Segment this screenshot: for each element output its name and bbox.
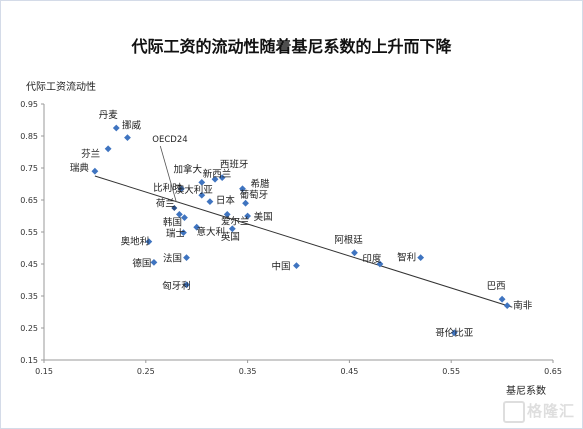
watermark-text: 格隆汇 <box>527 402 576 420</box>
data-point-label: 奥地利 <box>121 236 150 248</box>
data-point-label: 希腊 <box>251 178 271 190</box>
data-point-marker <box>183 254 190 261</box>
chart-title: 代际工资的流动性随着基尼系数的上升而下降 <box>131 37 452 56</box>
data-point-label: 哥伦比亚 <box>435 327 474 339</box>
data-point-marker <box>91 167 99 175</box>
data-point-label: 爱尔兰 <box>221 215 250 227</box>
data-point-marker <box>239 185 246 193</box>
trendline-layer <box>94 175 513 308</box>
data-point-label: 西班牙 <box>220 159 249 171</box>
data-point-label: 印度 <box>362 253 382 265</box>
y-tick-label: 0.35 <box>20 292 38 301</box>
data-point-label: 中国 <box>271 261 290 273</box>
y-tick-label: 0.55 <box>20 228 38 237</box>
y-tick-label: 0.15 <box>20 356 38 365</box>
data-point-label: 挪威 <box>122 120 142 132</box>
x-axis-label: 基尼系数 <box>506 386 546 397</box>
x-tick-label: 0.25 <box>137 367 155 376</box>
x-tick-label: 0.45 <box>340 367 358 376</box>
data-point-marker <box>104 145 112 153</box>
callout-label: OECD24 <box>152 135 187 145</box>
data-point-label: 芬兰 <box>81 148 100 160</box>
callout-line <box>159 145 177 203</box>
data-point-marker <box>175 211 183 218</box>
data-point-marker <box>183 281 190 289</box>
data-point-marker <box>198 179 206 186</box>
data-point-marker <box>242 199 249 207</box>
data-point-label: 加拿大 <box>174 163 203 175</box>
data-point-label: 韩国 <box>163 217 182 229</box>
data-point-marker <box>150 259 158 266</box>
data-point-marker <box>293 262 300 269</box>
oecd24-marker <box>171 205 178 211</box>
data-point-label: 德国 <box>132 257 151 269</box>
data-point-label: 阿根廷 <box>334 234 363 246</box>
data-point-label: 巴西 <box>487 281 506 292</box>
axes: 0.95 0.85 0.75 0.65 0.55 0.45 0.35 0.25 0.15 0.15… <box>20 100 562 376</box>
points-layer <box>91 124 511 337</box>
x-tick-label: 0.55 <box>442 367 460 376</box>
x-tick-label: 0.65 <box>544 367 562 376</box>
data-point-label: 南非 <box>513 300 533 312</box>
y-tick-label: 0.25 <box>20 324 38 333</box>
data-point-marker <box>178 185 185 193</box>
data-point-marker <box>181 214 188 221</box>
data-point-marker <box>503 302 511 309</box>
data-point-marker <box>450 329 458 337</box>
trend-line <box>94 175 513 308</box>
y-tick-label: 0.65 <box>20 196 38 205</box>
data-point-marker <box>198 191 206 199</box>
data-point-label: 英国 <box>221 231 240 243</box>
data-point-marker <box>206 198 214 205</box>
data-point-marker <box>112 124 120 132</box>
data-point-marker <box>124 134 131 141</box>
data-point-marker <box>417 254 425 261</box>
data-point-marker <box>228 225 236 233</box>
y-tick-label: 0.75 <box>20 164 38 173</box>
data-point-label: 新西兰 <box>203 168 232 180</box>
data-point-label: 匈牙利 <box>162 280 191 292</box>
data-point-marker <box>218 174 226 181</box>
data-point-label: 瑞士 <box>166 228 186 240</box>
data-point-marker <box>180 229 187 237</box>
data-point-label: 美国 <box>254 211 273 223</box>
data-point-marker <box>223 211 231 218</box>
data-point-marker <box>244 212 251 220</box>
data-point-marker <box>376 260 384 268</box>
data-point-label: 丹麦 <box>99 109 119 121</box>
data-point-label: 法国 <box>163 253 182 265</box>
data-point-label: 意大利 <box>196 226 225 238</box>
data-point-label: 智利 <box>397 252 416 264</box>
watermark: 格隆汇 <box>503 400 575 423</box>
y-tick-label: 0.95 <box>20 100 38 109</box>
data-point-marker <box>193 223 201 231</box>
data-point-label: 瑞典 <box>70 162 90 174</box>
y-tick-label: 0.85 <box>20 132 38 141</box>
x-tick-label: 0.35 <box>239 367 257 376</box>
data-point-marker <box>498 295 506 303</box>
data-point-label: 日本 <box>216 195 236 207</box>
data-point-label: 澳大利亚 <box>175 184 214 196</box>
data-point-marker <box>145 238 153 245</box>
watermark-logo-icon <box>503 400 525 423</box>
y-tick-label: 0.45 <box>20 260 38 269</box>
x-tick-label: 0.15 <box>35 367 53 376</box>
y-axis-label: 代际工资流动性 <box>26 82 96 93</box>
data-point-marker <box>351 249 358 257</box>
data-point-label: 比利时 <box>153 182 182 194</box>
data-point-marker <box>211 175 219 183</box>
data-point-label: 荷兰 <box>156 197 175 209</box>
data-point-label: 葡萄牙 <box>240 189 269 201</box>
